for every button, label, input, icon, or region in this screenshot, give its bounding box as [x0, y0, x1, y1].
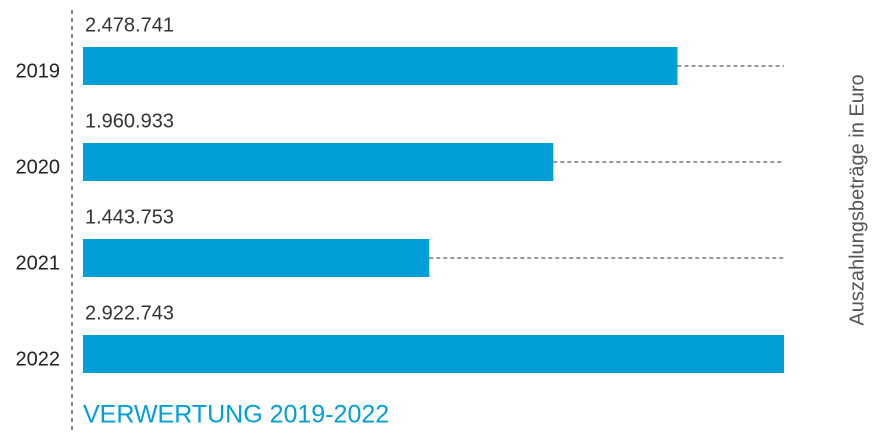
chart-title: VERWERTUNG 2019-2022 — [83, 401, 389, 429]
category-label: 2020 — [16, 156, 61, 178]
value-label: 2.478.741 — [85, 14, 174, 36]
bar — [83, 47, 678, 85]
bar — [83, 239, 430, 277]
value-label: 1.960.933 — [85, 110, 174, 132]
axis-label: Auszahlungsbeträge in Euro — [846, 74, 868, 325]
value-label: 2.922.743 — [85, 302, 174, 324]
category-label: 2021 — [16, 252, 61, 274]
bar — [83, 143, 554, 181]
bar — [83, 335, 784, 373]
category-label: 2019 — [16, 60, 61, 82]
category-label: 2022 — [16, 348, 61, 370]
value-label: 1.443.753 — [85, 206, 174, 228]
